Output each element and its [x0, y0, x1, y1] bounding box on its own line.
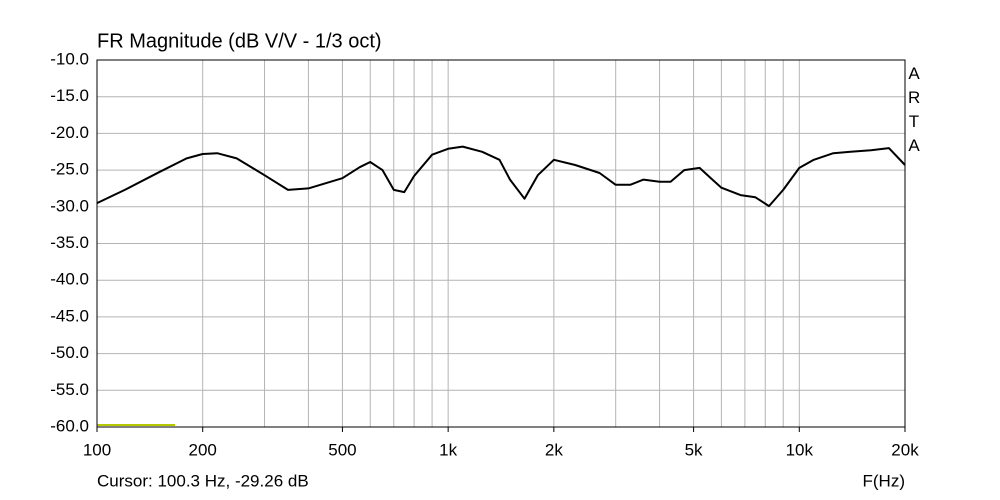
y-tick-label: -30.0: [50, 196, 89, 215]
x-tick-label: 1k: [439, 440, 457, 459]
y-tick-label: -10.0: [50, 49, 89, 68]
x-tick-label: 500: [328, 440, 356, 459]
y-tick-label: -35.0: [50, 233, 89, 252]
y-tick-label: -15.0: [50, 86, 89, 105]
watermark: ARTA: [908, 64, 921, 155]
response-curve: [96, 145, 906, 208]
x-tick-label: 10k: [786, 440, 814, 459]
chart-title: FR Magnitude (dB V/V - 1/3 oct): [97, 30, 382, 52]
y-tick-label: -25.0: [50, 160, 89, 179]
x-tick-label: 5k: [685, 440, 703, 459]
y-tick-label: -55.0: [50, 380, 89, 399]
y-tick-label: -50.0: [50, 343, 89, 362]
x-tick-label: 100: [83, 440, 111, 459]
y-tick-label: -60.0: [50, 416, 89, 435]
cursor-readout: Cursor: 100.3 Hz, -29.26 dB: [97, 471, 309, 490]
y-tick-label: -20.0: [50, 123, 89, 142]
x-axis-label: F(Hz): [863, 471, 905, 490]
x-tick-label: 2k: [545, 440, 563, 459]
y-tick-label: -45.0: [50, 306, 89, 325]
x-tick-label: 20k: [891, 440, 919, 459]
plot-frame: [96, 59, 906, 428]
x-tick-label: 200: [189, 440, 217, 459]
y-tick-label: -40.0: [50, 270, 89, 289]
